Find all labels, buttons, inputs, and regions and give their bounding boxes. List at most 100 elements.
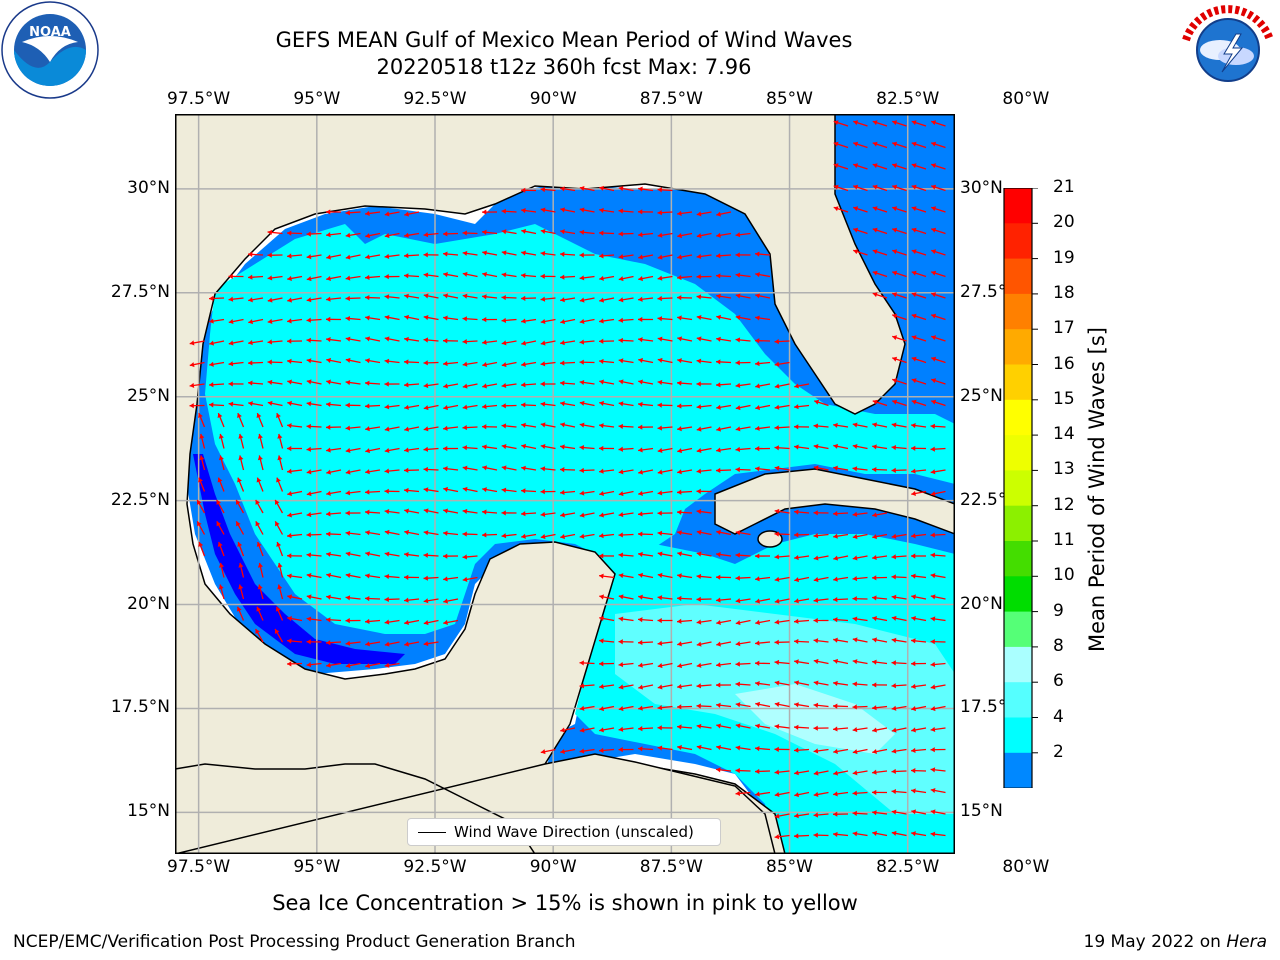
colorbar-tick-label: 2 [1053, 741, 1064, 762]
wind-wave-arrow [326, 490, 342, 496]
wind-wave-arrow [540, 748, 556, 755]
wind-wave-arrow [930, 684, 946, 690]
wind-wave-arrow [638, 296, 654, 302]
wind-wave-arrow [267, 318, 283, 324]
wind-wave-arrow [677, 315, 693, 321]
wind-wave-arrow [277, 455, 284, 471]
lat-tick-label-left: 27.5°N [110, 281, 170, 302]
wind-wave-arrow [218, 584, 225, 600]
wind-wave-arrow [638, 684, 654, 690]
wind-wave-arrow [911, 335, 927, 342]
wind-wave-arrow [891, 789, 907, 795]
wind-wave-arrow [326, 662, 342, 668]
wind-wave-arrow [930, 787, 946, 794]
wind-wave-arrow [891, 830, 907, 837]
wind-wave-arrow [257, 433, 264, 449]
colorbar-band [1004, 717, 1032, 754]
wind-wave-arrow [423, 598, 439, 604]
wind-wave-arrow [637, 531, 654, 537]
wind-wave-arrow [618, 684, 634, 690]
wind-wave-arrow [579, 379, 595, 386]
wind-wave-arrow [403, 574, 420, 580]
wind-wave-arrow [794, 813, 810, 819]
wind-wave-arrow [911, 270, 927, 278]
wind-wave-arrow [599, 400, 615, 407]
wind-wave-arrow [696, 358, 712, 364]
wind-wave-arrow [871, 789, 888, 795]
wind-wave-arrow [833, 422, 849, 428]
chart-title-line2: 20220518 t12z 360h fcst Max: 7.96 [376, 55, 752, 79]
wind-wave-arrow [199, 455, 206, 471]
wind-wave-arrow [287, 638, 303, 644]
wind-wave-arrow [345, 232, 361, 238]
wind-wave-arrow [774, 791, 790, 798]
wind-wave-arrow [423, 232, 439, 238]
wind-wave-arrow [715, 359, 732, 365]
wind-wave-arrow [813, 555, 829, 561]
wind-wave-arrow [872, 120, 888, 127]
wind-wave-arrow [892, 249, 907, 256]
wind-wave-arrow [735, 768, 751, 774]
wind-wave-arrow [716, 551, 732, 558]
lat-tick-label-left: 25°N [127, 385, 170, 406]
colorbar-band [1004, 329, 1032, 365]
wind-wave-arrow [559, 251, 576, 257]
wind-wave-arrow [755, 383, 771, 389]
wind-wave-arrow [520, 402, 537, 408]
wind-wave-arrow [638, 254, 654, 260]
wind-wave-arrow [364, 403, 381, 409]
wind-wave-arrow [794, 404, 810, 410]
wind-wave-arrow [618, 275, 634, 282]
wind-wave-arrow [832, 511, 849, 517]
wind-wave-arrow [345, 510, 361, 516]
wind-wave-arrow [637, 316, 654, 323]
wind-wave-arrow [540, 207, 556, 213]
wind-wave-arrow [599, 490, 615, 497]
wind-wave-arrow [287, 379, 303, 385]
wind-wave-arrow [384, 619, 400, 625]
wind-wave-arrow [813, 680, 829, 686]
wind-wave-arrow [872, 399, 888, 407]
wind-wave-arrow [345, 551, 361, 557]
wind-wave-arrow [365, 232, 381, 239]
lat-tick-label-left: 20°N [127, 593, 170, 614]
wind-wave-arrow [345, 662, 361, 669]
nws-logo [1178, 0, 1278, 100]
wind-wave-arrow [423, 382, 439, 389]
wind-wave-arrow [657, 595, 673, 601]
wind-wave-arrow [404, 232, 420, 238]
wind-wave-arrow [657, 275, 673, 281]
wind-wave-arrow [871, 466, 888, 473]
wind-wave-arrow [462, 316, 478, 322]
wind-wave-arrow [364, 489, 381, 495]
wind-wave-arrow [638, 337, 654, 343]
wind-wave-arrow [267, 297, 283, 303]
wind-wave-arrow [482, 271, 498, 278]
wind-wave-arrow [326, 594, 342, 600]
wind-wave-arrow [255, 521, 264, 535]
wind-wave-arrow [696, 314, 712, 321]
wind-wave-arrow [404, 404, 420, 410]
wind-wave-arrow [793, 638, 810, 645]
wind-wave-arrow [657, 745, 673, 751]
wind-wave-arrow [657, 447, 673, 453]
wind-wave-arrow [345, 447, 361, 454]
wind-wave-arrow [423, 641, 439, 647]
wind-wave-arrow [384, 662, 400, 668]
wind-wave-arrow [423, 360, 439, 366]
wind-wave-arrow [794, 791, 810, 798]
wind-wave-arrow [384, 274, 400, 280]
wind-wave-arrow [931, 292, 946, 299]
wind-wave-arrow [853, 141, 868, 149]
wind-wave-arrow [306, 662, 322, 668]
wind-wave-arrow [618, 337, 634, 343]
wind-wave-arrow [287, 533, 303, 539]
wind-wave-arrow [267, 252, 283, 258]
wind-wave-arrow [325, 424, 342, 430]
wind-wave-arrow [794, 444, 810, 450]
wind-wave-arrow [872, 163, 888, 170]
wind-wave-arrow [520, 295, 537, 301]
wind-wave-arrow [618, 401, 634, 407]
wind-wave-arrow [911, 788, 927, 794]
wind-wave-arrow [735, 723, 751, 729]
